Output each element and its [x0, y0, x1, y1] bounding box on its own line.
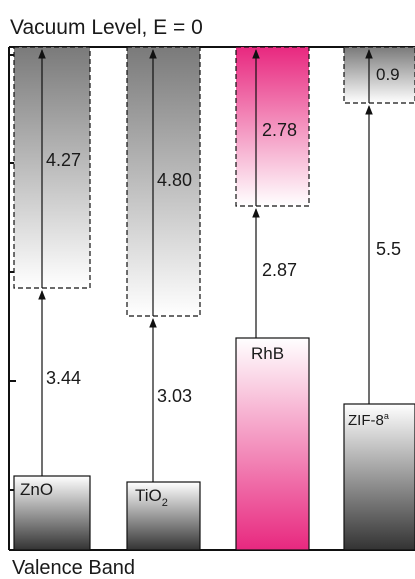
zno-label-text: ZnO: [20, 480, 53, 499]
rhb-valence-band: [235, 337, 310, 551]
zif8-label-text: ZIF-8: [348, 412, 384, 429]
axis-ticks: [9, 54, 16, 491]
zif8-affinity-value: 0.9: [376, 65, 400, 84]
zno-conduction-band: [13, 46, 91, 289]
rhb-band-gap-value: 2.87: [262, 260, 297, 280]
zno-label: ZnO: [20, 480, 53, 499]
tio2-affinity-value: 4.80: [157, 170, 192, 190]
zno-band-gap-value: 3.44: [46, 368, 81, 388]
zif8-label-superscript: a: [384, 411, 389, 421]
tio2-conduction-band: [126, 46, 201, 317]
tio2-label: TiO2: [135, 486, 168, 509]
rhb-conduction-band: [235, 46, 310, 207]
tio2-label-text: TiO: [135, 486, 162, 505]
zif8-valence-band: [343, 403, 415, 551]
rhb-affinity-value: 2.78: [262, 120, 297, 140]
material-zif8: 0.9 5.5 ZIF-8a: [343, 46, 415, 551]
tio2-label-subscript: 2: [162, 497, 168, 509]
vacuum-level-title: Vacuum Level, E = 0: [10, 16, 203, 39]
zif8-conduction-band: [343, 46, 415, 104]
valence-band-footer: Valence Band: [12, 557, 135, 579]
rhb-label: RhB: [251, 344, 284, 363]
material-rhb: 2.78 2.87 RhB: [235, 46, 310, 551]
tio2-valence-band: [126, 481, 201, 551]
zif8-band-gap-value: 5.5: [376, 239, 401, 259]
material-tio2: 4.80 3.03 TiO2: [126, 46, 201, 551]
zno-valence-band: [13, 475, 91, 551]
tio2-band-gap-value: 3.03: [157, 386, 192, 406]
zif8-label: ZIF-8a: [348, 411, 389, 429]
zno-affinity-value: 4.27: [46, 150, 81, 170]
material-zno: 4.27 3.44 ZnO: [13, 46, 91, 551]
